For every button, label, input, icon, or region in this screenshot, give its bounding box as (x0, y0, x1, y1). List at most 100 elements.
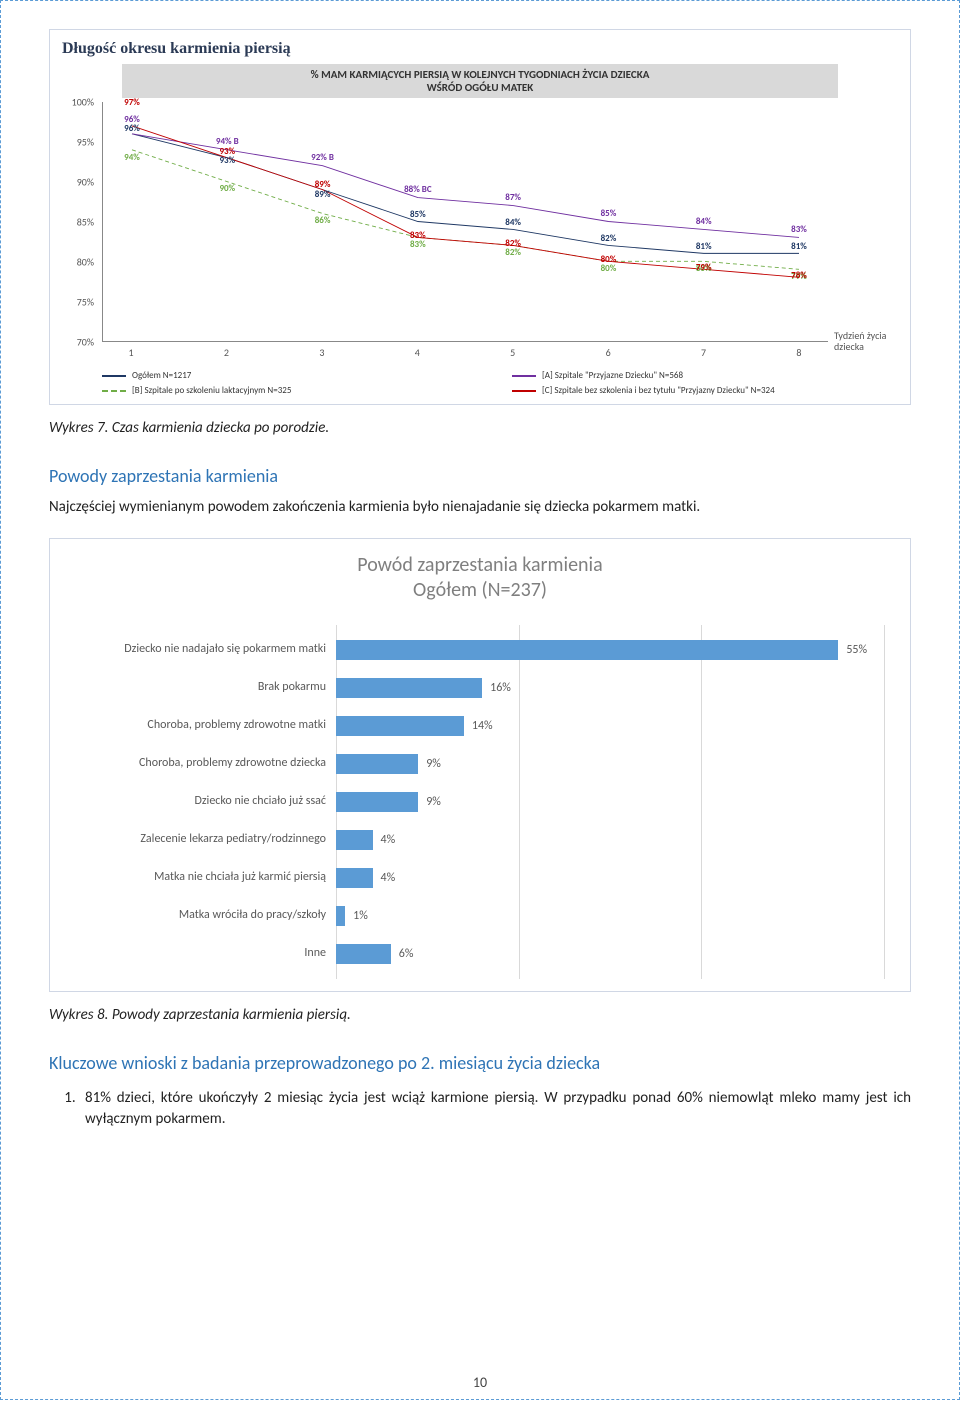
bar-value: 9% (426, 757, 441, 771)
point-label: 89% (315, 189, 331, 200)
x-tick: 4 (415, 346, 420, 359)
conclusions-list: 81% dzieci, które ukończyły 2 miesiąc ży… (79, 1088, 911, 1132)
legend-swatch (512, 390, 536, 392)
legend-swatch (102, 375, 126, 377)
x-axis-title: Tydzień życia dziecka (834, 330, 896, 352)
legend-swatch (512, 375, 536, 377)
point-label: 97% (124, 97, 140, 108)
point-label: 83% (791, 224, 807, 235)
bar-value: 4% (381, 871, 396, 885)
section-para-reasons: Najczęściej wymienianym powodem zakończe… (49, 497, 911, 517)
bar-chart-body: Dziecko nie nadajało się pokarmem matki B… (76, 631, 884, 973)
bar-fill (336, 868, 373, 888)
bar-label: Matka wróciła do pracy/szkoły (76, 908, 336, 922)
line-chart-caption: Wykres 7. Czas karmienia dziecka po poro… (49, 419, 911, 437)
bar-row: 9% (336, 783, 884, 821)
point-label: 88% BC (404, 184, 432, 195)
x-tick: 3 (319, 346, 324, 359)
bar-value: 4% (381, 833, 396, 847)
bar-value: 1% (353, 909, 368, 923)
line-chart-banner: % MAM KARMIĄCYCH PIERSIĄ W KOLEJNYCH TYG… (122, 64, 838, 98)
bar-row: 1% (336, 897, 884, 935)
y-tick: 80% (77, 256, 94, 269)
x-tick: 6 (606, 346, 611, 359)
bar-label: Brak pokarmu (76, 680, 336, 694)
legend-item: Ogółem N=1217 (102, 370, 488, 381)
y-tick: 75% (77, 296, 94, 309)
bar-fill (336, 754, 418, 774)
point-label: 86% (315, 215, 331, 226)
bar-chart-caption: Wykres 8. Powody zaprzestania karmienia … (49, 1006, 911, 1024)
conclusion-item-1: 81% dzieci, które ukończyły 2 miesiąc ży… (79, 1088, 911, 1132)
x-tick: 1 (128, 346, 133, 359)
bar-fill (336, 716, 464, 736)
legend-label: [A] Szpitale "Przyjazne Dziecku" N=568 (542, 370, 683, 381)
bar-fill (336, 906, 345, 926)
bar-label: Dziecko nie nadajało się pokarmem matki (76, 642, 336, 656)
line-chart-legend: Ogółem N=1217 [A] Szpitale "Przyjazne Dzi… (102, 370, 898, 396)
point-label: 85% (601, 208, 617, 219)
x-tick: 5 (510, 346, 515, 359)
bar-row: 55% (336, 631, 884, 669)
bar-label: Choroba, problemy zdrowotne matki (76, 718, 336, 732)
bar-value: 6% (399, 947, 414, 961)
legend-item: [A] Szpitale "Przyjazne Dziecku" N=568 (512, 370, 898, 381)
x-axis: 1 2 3 4 5 6 7 8 (102, 344, 828, 362)
bar-row: 9% (336, 745, 884, 783)
bar-row: 14% (336, 707, 884, 745)
point-label: 79% (696, 262, 712, 273)
line-chart-plot: 100%95%90%85%80%75%70% 96%93%89%85%84%82… (102, 102, 828, 362)
y-tick: 95% (77, 136, 94, 149)
x-tick: 7 (701, 346, 706, 359)
bar-title-l2: Ogółem (N=237) (413, 578, 547, 602)
page-frame: Długość okresu karmienia piersią % MAM K… (0, 0, 960, 1400)
point-label: 80% (601, 254, 617, 265)
line-chart-title: Długość okresu karmienia piersią (62, 40, 898, 58)
line-chart-card: Długość okresu karmienia piersią % MAM K… (49, 29, 911, 405)
bar-title-l1: Powód zaprzestania karmienia (357, 553, 602, 577)
bar-label: Dziecko nie chciało już ssać (76, 794, 336, 808)
point-label: 83% (410, 230, 426, 241)
banner-line1: % MAM KARMIĄCYCH PIERSIĄ W KOLEJNYCH TYG… (311, 68, 650, 81)
point-label: 78% (791, 270, 807, 281)
section-heading-conclusions: Kluczowe wnioski z badania przeprowadzon… (49, 1052, 911, 1074)
banner-line2: WŚRÓD OGÓŁU MATEK (427, 81, 534, 94)
bar-fill (336, 792, 418, 812)
point-label: 87% (505, 192, 521, 203)
point-label: 94% (124, 152, 140, 163)
bar-area: 55% 16% 14% 9% 9% 4% 4% 1% 6% (336, 631, 884, 973)
bar-value: 16% (490, 681, 511, 695)
point-label: 81% (696, 241, 712, 252)
bar-value: 9% (426, 795, 441, 809)
bar-fill (336, 944, 391, 964)
section-heading-reasons: Powody zaprzestania karmienia (49, 465, 911, 487)
point-label: 92% B (311, 152, 334, 163)
y-tick: 85% (77, 216, 94, 229)
y-tick: 90% (77, 176, 94, 189)
point-label: 84% (505, 217, 521, 228)
bar-row: 4% (336, 859, 884, 897)
point-label: 89% (315, 179, 331, 190)
point-label: 82% (505, 238, 521, 249)
bar-row: 16% (336, 669, 884, 707)
point-label: 82% (601, 233, 617, 244)
legend-item: [C] Szpitale bez szkolenia i bez tytułu … (512, 385, 898, 396)
point-label: 85% (410, 209, 426, 220)
bar-chart-title: Powód zaprzestania karmienia Ogółem (N=2… (66, 553, 894, 603)
page-number: 10 (1, 1374, 959, 1391)
y-tick: 100% (72, 96, 94, 109)
bar-gridline (884, 625, 885, 979)
x-tick: 8 (796, 346, 801, 359)
legend-label: Ogółem N=1217 (132, 370, 191, 381)
bar-chart-card: Powód zaprzestania karmienia Ogółem (N=2… (49, 538, 911, 992)
point-label: 90% (219, 183, 235, 194)
bar-value: 55% (846, 643, 867, 657)
legend-item: [B] Szpitale po szkoleniu laktacyjnym N=… (102, 385, 488, 396)
y-tick: 70% (77, 336, 94, 349)
point-label: 96% (124, 114, 140, 125)
bar-row: 6% (336, 935, 884, 973)
x-tick: 2 (224, 346, 229, 359)
bar-fill (336, 678, 482, 698)
bar-fill (336, 830, 373, 850)
plot-area: 96%93%89%85%84%82%81%81%96%94% B92% B88%… (102, 102, 828, 342)
